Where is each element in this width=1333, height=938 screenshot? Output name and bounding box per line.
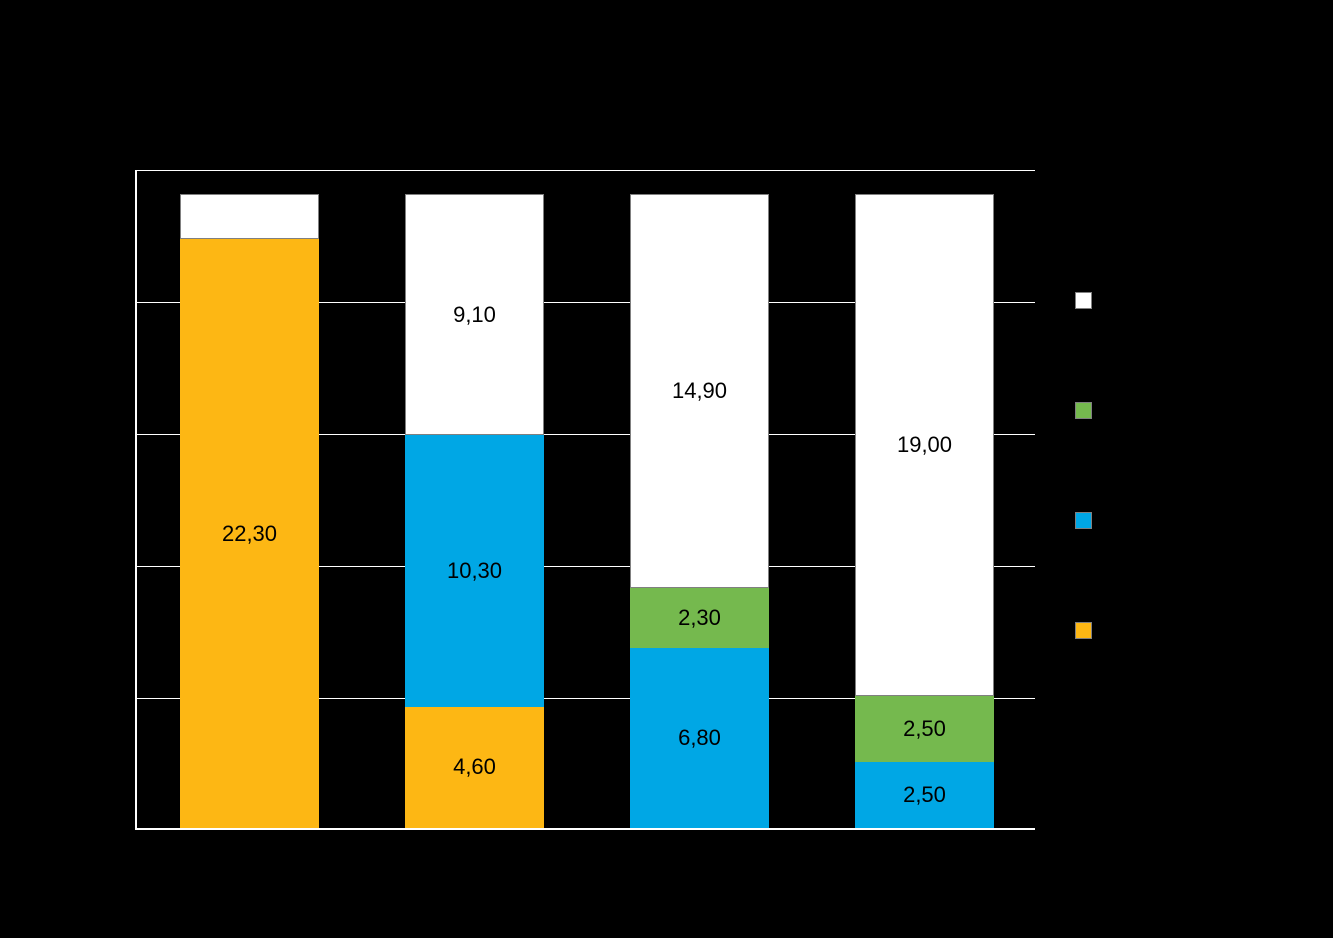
bar-segment: 2,50 [855,696,995,762]
legend-swatch [1075,402,1092,419]
legend-swatch [1075,292,1092,309]
y-tick-label: 5 [75,686,125,707]
legend-item: DC supermarkt [1075,400,1223,421]
bar-segment-label: 2,50 [903,782,946,808]
y-tick-label: 0 [75,818,125,839]
bar-segment: 9,10 [405,194,545,434]
x-tick-label: Groentespecialist [585,842,810,863]
bar-segment-label: 19,00 [897,432,952,458]
x-tick-label: Supermarkt [810,842,1035,863]
y-tick-label: 25 [75,158,125,179]
y-tick-label: 15 [75,422,125,443]
x-tick-label: Marktkoopman [360,842,585,863]
legend-item: Retail [1075,290,1148,311]
bar-segment-label: 9,10 [453,302,496,328]
y-tick-label: 10 [75,554,125,575]
bar-segment: 2,30 [630,588,770,649]
bar-group: 4,60 10,30 9,10 [405,194,545,828]
bar-group: 22,30 [180,194,320,828]
bar-segment: 6,80 [630,648,770,828]
bar-segment-label: 2,30 [678,605,721,631]
legend-item: Groothandel [1075,510,1201,531]
legend-label: DC supermarkt [1102,400,1223,421]
bar-segment-label: 14,90 [672,378,727,404]
bar-segment [180,194,320,239]
legend-label: Teler [1102,620,1141,641]
y-tick-label: 20 [75,290,125,311]
gridline [137,170,1035,171]
legend-label: Groothandel [1102,510,1201,531]
x-tick-label: Speciaalzaken [135,842,360,863]
stacked-bar-chart: Waardeketen biologische AGF naar distrib… [0,0,1333,938]
bar-segment: 2,50 [855,762,995,828]
chart-title-line2: (% consumenteneuro, speciaalzaken = 100) [0,62,1333,90]
bar-group: 2,50 2,50 19,00 [855,194,995,828]
plot-area: 22,30 4,60 10,30 9,10 6,80 2,30 14,90 2,50 2,50 1… [135,170,1035,830]
chart-title-line1: Waardeketen biologische AGF naar distrib… [0,30,1333,58]
bar-segment-label: 6,80 [678,725,721,751]
bar-segment: 14,90 [630,194,770,587]
bar-segment-label: 2,50 [903,716,946,742]
legend-item: Teler [1075,620,1141,641]
legend-label: Retail [1102,290,1148,311]
legend-swatch [1075,512,1092,529]
bar-segment: 10,30 [405,435,545,707]
bar-segment-label: 4,60 [453,754,496,780]
legend-swatch [1075,622,1092,639]
bar-segment-label: 10,30 [447,558,502,584]
bar-segment-label: 22,30 [222,521,277,547]
bar-segment: 4,60 [405,707,545,828]
bar-segment: 22,30 [180,239,320,828]
bar-segment: 19,00 [855,194,995,696]
bar-group: 6,80 2,30 14,90 [630,194,770,828]
